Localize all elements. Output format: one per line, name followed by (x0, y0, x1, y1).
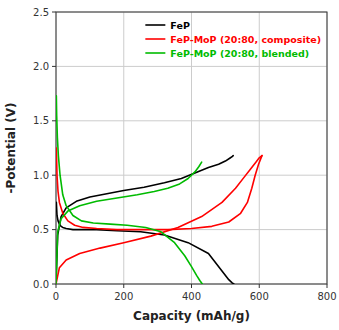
tick-label: 0 (53, 291, 59, 302)
tick (327, 284, 328, 288)
tick (56, 284, 57, 288)
tick-label: 2.0 (33, 61, 49, 72)
tick (52, 12, 56, 13)
tick-label: 400 (182, 291, 201, 302)
line (56, 156, 233, 284)
x-axis-label: Capacity (mAh/g) (133, 309, 250, 323)
legend-label: FeP-MoP (20:80, blended) (170, 48, 309, 59)
tick-label: 1.5 (33, 115, 49, 126)
grid (56, 12, 327, 284)
line (56, 202, 234, 284)
tick (52, 120, 56, 121)
tick (191, 284, 192, 288)
tick-label: 2.5 (33, 7, 49, 18)
tick (123, 284, 124, 288)
tick (52, 284, 56, 285)
tick-label: 200 (114, 291, 133, 302)
legend: FeP FeP-MoP (20:80, composite) FeP-MoP (20… (145, 20, 321, 59)
grid-line (56, 66, 327, 67)
legend-label: FeP-MoP (20:80, composite) (170, 34, 321, 45)
tick (52, 175, 56, 176)
legend-label: FeP (170, 20, 190, 31)
tick-label: 0.5 (33, 224, 49, 235)
plot-frame (56, 12, 327, 284)
line (56, 148, 262, 230)
line (56, 162, 202, 284)
data (56, 96, 262, 284)
chart: 0 200 400 600 800 0.0 0.5 1.0 1.5 2.0 2.5 Capacity … (0, 0, 339, 330)
line (56, 96, 202, 284)
line (56, 156, 262, 284)
legend-swatch (145, 52, 165, 54)
tick-label: 800 (317, 291, 336, 302)
tick-label: 600 (250, 291, 269, 302)
legend-swatch (145, 24, 165, 26)
legend-swatch (145, 38, 165, 40)
tick-label: 1.0 (33, 170, 49, 181)
tick (52, 229, 56, 230)
y-axis-label: -Potential (V) (4, 103, 18, 194)
grid-line (56, 120, 327, 121)
axes: 0 200 400 600 800 0.0 0.5 1.0 1.5 2.0 2.5 (33, 7, 336, 303)
tick (259, 284, 260, 288)
tick-label: 0.0 (33, 279, 49, 290)
tick (52, 66, 56, 67)
background (0, 0, 339, 330)
